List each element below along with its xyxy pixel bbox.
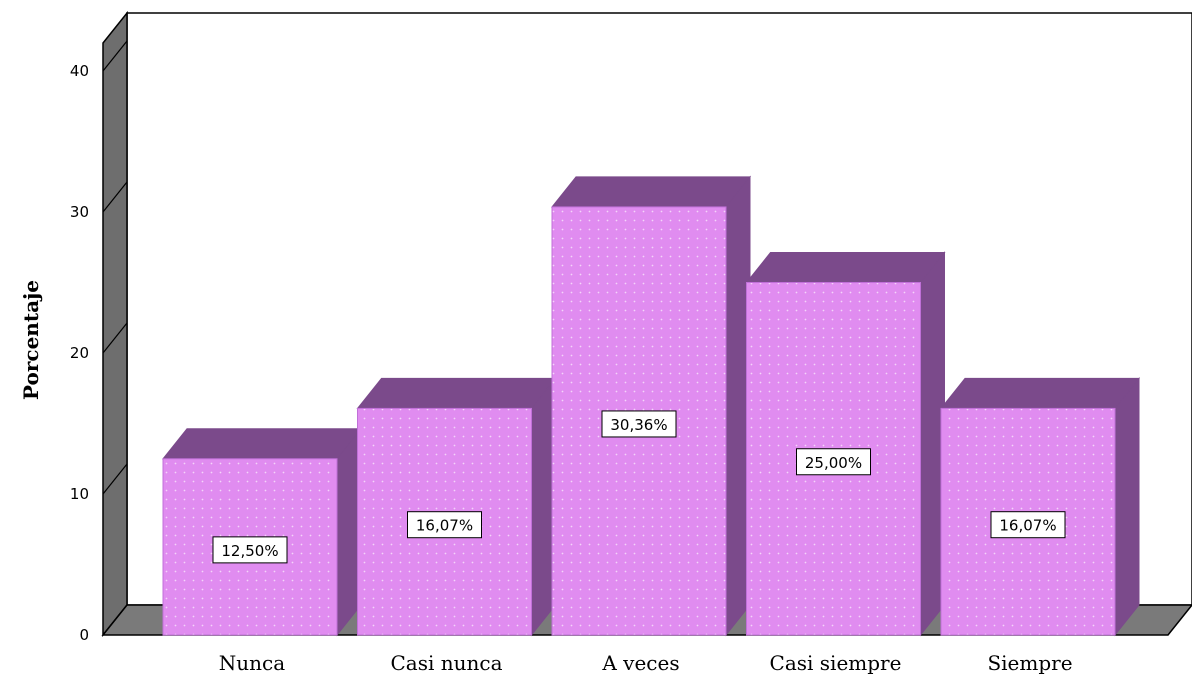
y-gridline-10 (102, 463, 128, 495)
bar-top-face (161, 428, 363, 460)
x-tick-label-1: Nunca (219, 651, 285, 675)
y-gridline-40 (102, 40, 128, 72)
y-gridline-0 (102, 604, 128, 636)
data-label-box (601, 410, 677, 438)
y-tick-label-40: 40 (70, 62, 89, 80)
bar-side-face (1114, 376, 1140, 637)
x-tick-label-3: A veces (601, 651, 679, 675)
bar-3 (550, 175, 752, 637)
y-tick-label-10: 10 (70, 485, 89, 503)
data-labels-group: 12,50% 16,07% 30,36% 25,00% 16,07% (212, 410, 1066, 564)
x-tick-label-2: Casi nunca (390, 651, 502, 675)
data-label-5: 16,07% (990, 511, 1066, 539)
data-label-box (212, 536, 288, 564)
data-label-4: 25,00% (796, 448, 871, 476)
x-tick-label-4: Casi siempre (770, 651, 902, 675)
data-label-text: 16,07% (999, 517, 1056, 535)
y-tick-label-30: 30 (70, 203, 89, 221)
bar-top-face (939, 377, 1141, 409)
x-axis: Nunca Casi nunca A veces Casi siempre Siempr… (219, 651, 1073, 675)
data-label-text: 16,07% (416, 517, 473, 535)
y-tick-label-0: 0 (79, 626, 89, 644)
data-label-3: 30,36% (601, 410, 677, 438)
data-label-text: 12,50% (221, 542, 278, 560)
y-tick-label-20: 20 (70, 344, 89, 362)
y-gridline-30 (102, 181, 128, 213)
bar-top-face (356, 377, 557, 409)
bar-2 (356, 376, 557, 637)
y-gridline-20 (102, 322, 128, 354)
bar-top-face (550, 176, 752, 208)
data-label-2: 16,07% (407, 511, 482, 539)
bar-1 (161, 427, 363, 637)
x-tick-label-5: Siempre (987, 651, 1072, 675)
y-axis: 0 10 20 30 40 (70, 40, 128, 644)
y-axis-title: Porcentaje (19, 280, 43, 400)
data-label-box (796, 448, 871, 476)
data-label-box (990, 511, 1066, 539)
bar-top-face (745, 252, 946, 283)
bar-4 (745, 251, 946, 637)
data-label-box (407, 511, 482, 539)
data-label-text: 30,36% (610, 416, 667, 434)
data-label-text: 25,00% (805, 454, 862, 472)
data-label-1: 12,50% (212, 536, 288, 564)
bar-5 (939, 376, 1141, 637)
left-side-wall (102, 10, 128, 638)
